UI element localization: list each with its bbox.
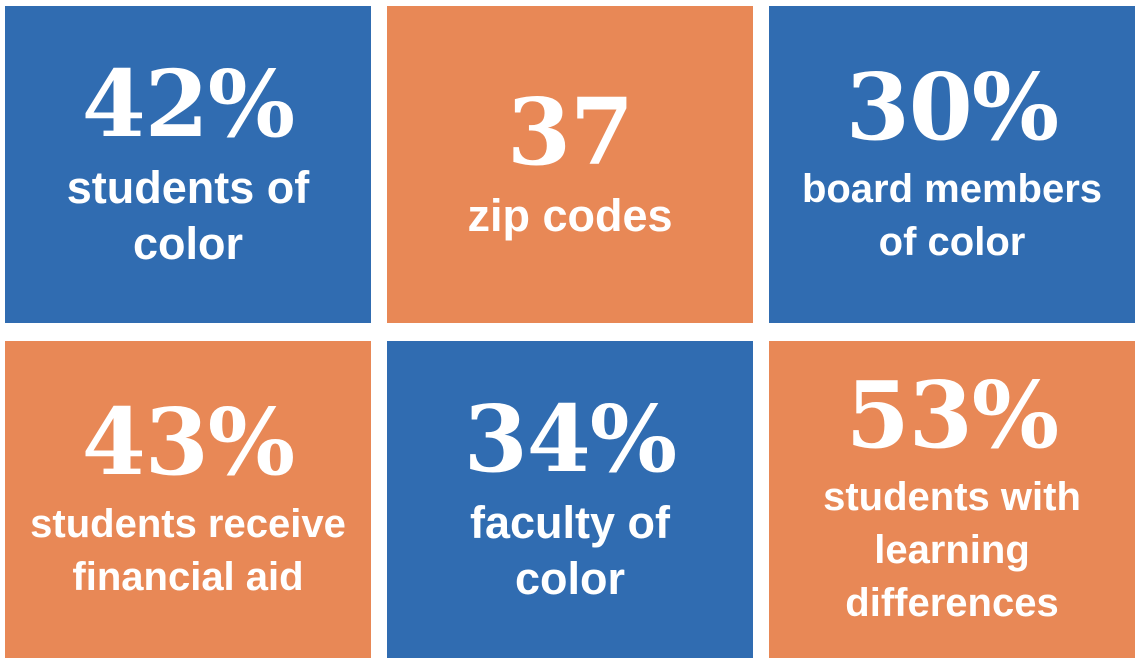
stat-label-line: faculty of	[469, 496, 671, 548]
stat-tile-financial-aid: 43% students receive financial aid	[5, 341, 371, 658]
stat-label: students receive financial aid	[30, 498, 346, 604]
stat-label: students with learning differences	[823, 471, 1081, 630]
stat-tile-faculty-of-color: 34% faculty of color	[387, 341, 753, 658]
stat-label-line: differences	[845, 581, 1059, 625]
stat-label-line: of color	[878, 219, 1026, 264]
stat-label-line: color	[514, 552, 626, 604]
stat-label-line: financial aid	[72, 554, 304, 599]
stat-value: 30%	[845, 52, 1059, 161]
stat-label-line: zip codes	[467, 189, 673, 241]
stat-value: 42%	[81, 49, 295, 158]
stats-grid: 42% students of color 37 zip codes 30% b…	[5, 6, 1136, 658]
stat-label-line: board members	[801, 166, 1103, 211]
stat-value: 53%	[845, 361, 1059, 469]
stat-tile-zip-codes: 37 zip codes	[387, 6, 753, 323]
stat-label-line: students receive	[30, 501, 346, 546]
stat-label: zip codes	[467, 188, 672, 244]
stat-value: 37	[506, 77, 634, 186]
stat-tile-learning-differences: 53% students with learning differences	[769, 341, 1135, 658]
stat-label: students of color	[67, 160, 310, 272]
stat-value: 34%	[463, 384, 677, 493]
stat-label-line: color	[132, 217, 244, 269]
stat-tile-board-members-of-color: 30% board members of color	[769, 6, 1135, 323]
stat-tile-students-of-color: 42% students of color	[5, 6, 371, 323]
stat-value: 43%	[81, 387, 295, 496]
stat-label-line: learning	[874, 528, 1030, 572]
stat-label-line: students with	[823, 475, 1081, 519]
stat-label: board members of color	[802, 163, 1102, 269]
stat-label-line: students of	[66, 161, 310, 213]
stat-label: faculty of color	[470, 495, 670, 607]
